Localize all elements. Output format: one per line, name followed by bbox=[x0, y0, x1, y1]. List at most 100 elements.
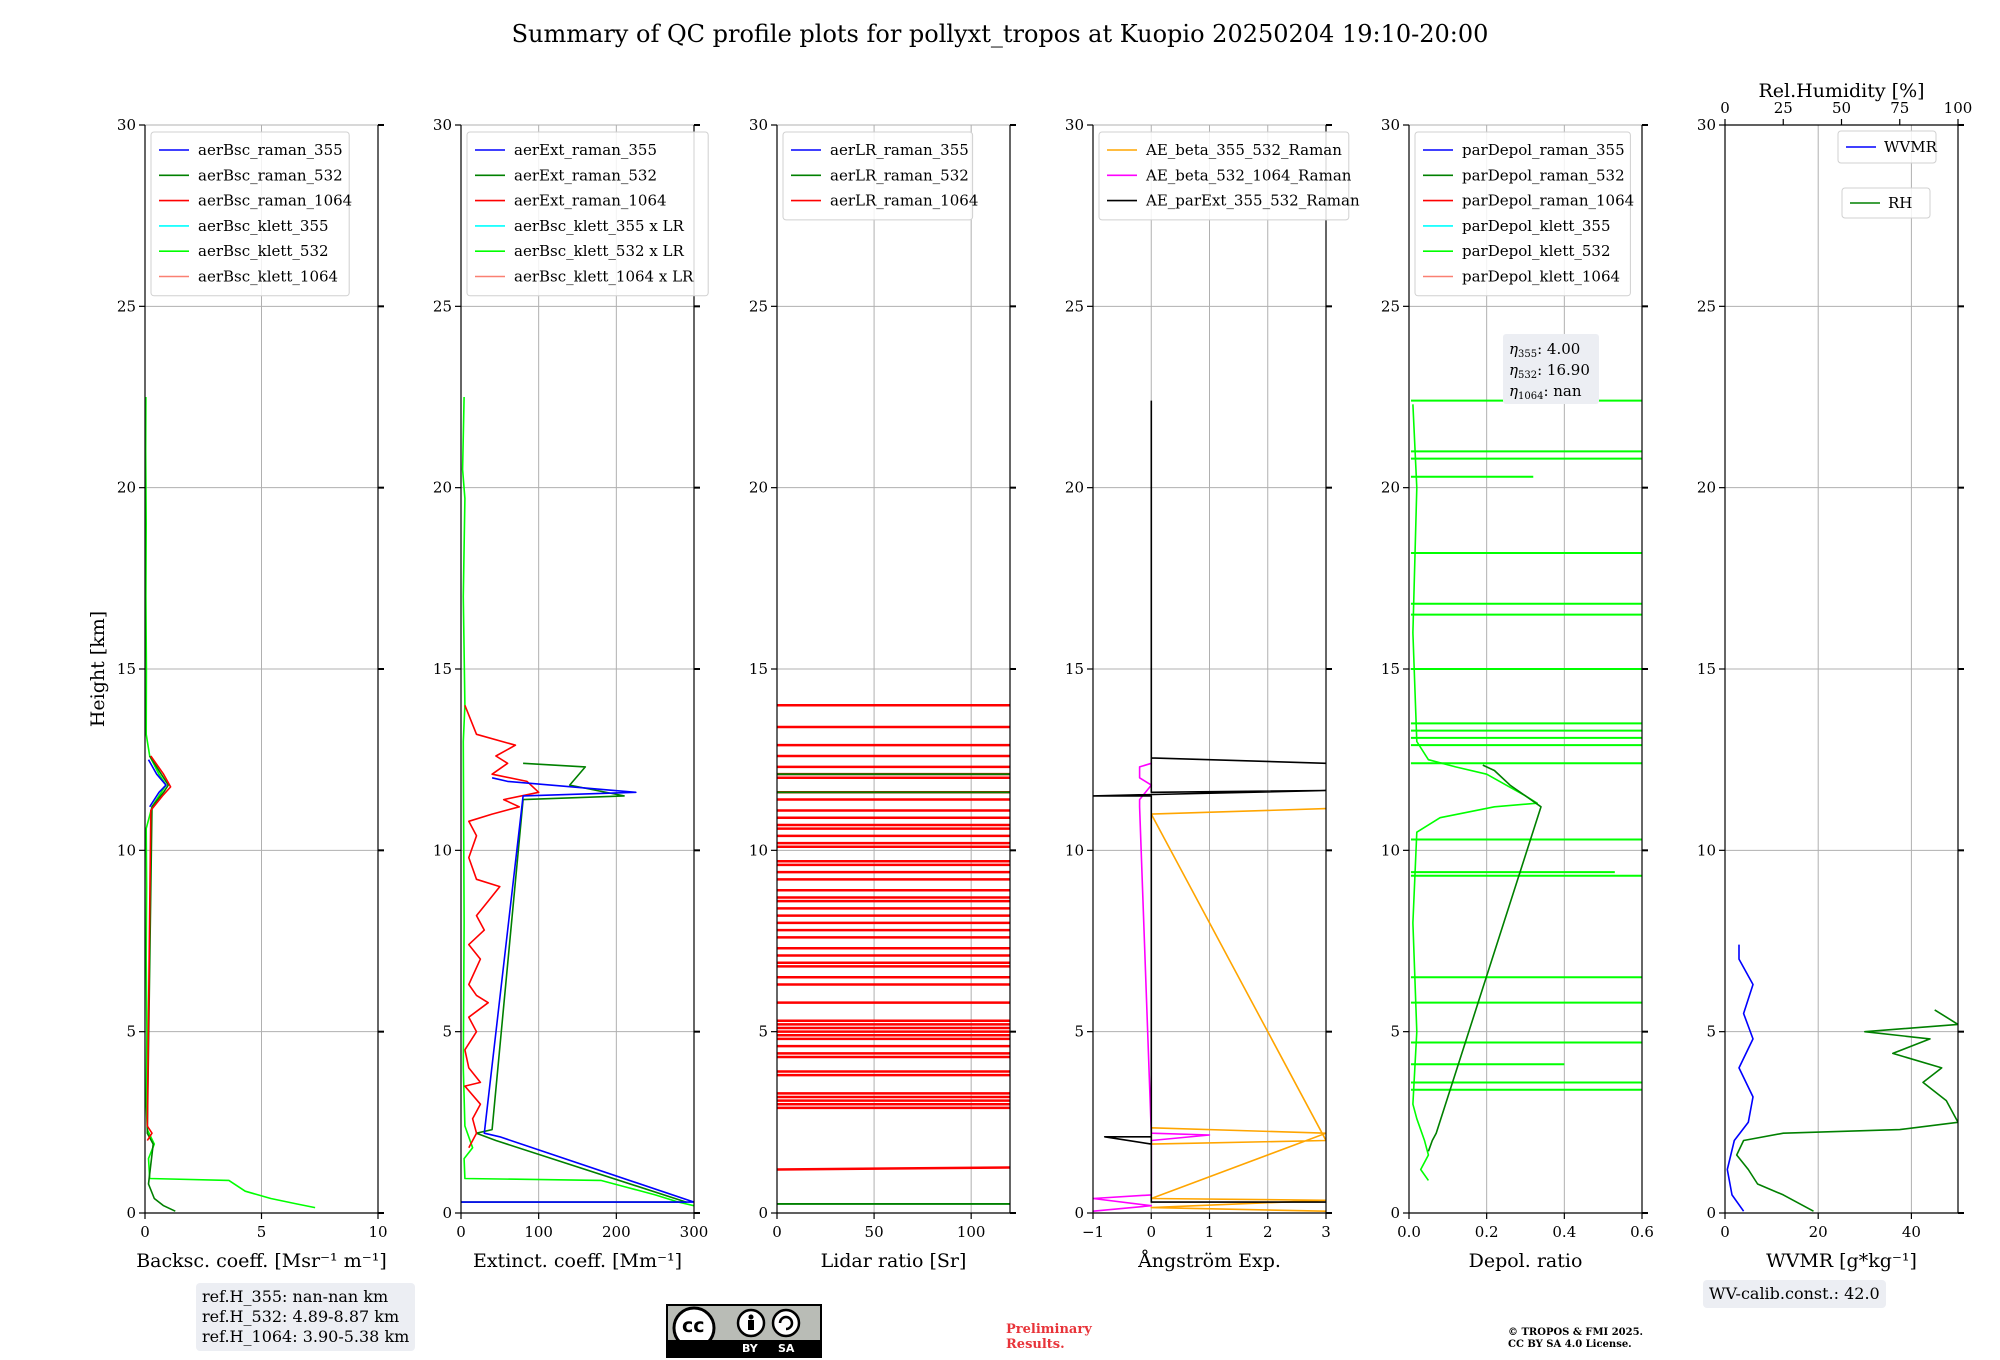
legend-label: aerExt_raman_355 bbox=[514, 141, 657, 159]
x-tick-label: −1 bbox=[1082, 1223, 1104, 1241]
legend-label: aerBsc_raman_532 bbox=[198, 166, 343, 184]
x-axis-label: Ångström Exp. bbox=[1137, 1250, 1281, 1272]
y-tick-label: 0 bbox=[1074, 1204, 1084, 1222]
legend-label: aerBsc_klett_1064 x LR bbox=[514, 268, 694, 286]
y-tick-label: 5 bbox=[126, 1023, 136, 1041]
x-tick-label: 100 bbox=[957, 1223, 986, 1241]
y-tick-label: 25 bbox=[1381, 297, 1400, 315]
x2-tick-label: 50 bbox=[1832, 99, 1851, 117]
x2-tick-label: 75 bbox=[1890, 99, 1909, 117]
y-tick-label: 10 bbox=[749, 841, 768, 859]
ref-h-355: ref.H_355: nan-nan km bbox=[202, 1287, 389, 1306]
series-aerBsc_klett_532 x LR bbox=[461, 396, 694, 1207]
y-tick-label: 25 bbox=[117, 297, 136, 315]
series-aerExt_raman_1064 bbox=[464, 705, 540, 1149]
legend-label: WVMR bbox=[1884, 138, 1938, 156]
legend-label: RH bbox=[1888, 194, 1912, 212]
x-tick-label: 100 bbox=[524, 1223, 553, 1241]
reference-height-box: ref.H_355: nan-nan km ref.H_532: 4.89-8.… bbox=[196, 1283, 416, 1351]
series-group bbox=[1093, 400, 1326, 1212]
y-tick-label: 10 bbox=[117, 841, 136, 859]
series-group bbox=[1410, 399, 1642, 1181]
prelim-line-2: Results. bbox=[1006, 1337, 1065, 1352]
preliminary-results-note: Preliminary Results. bbox=[1006, 1322, 1092, 1352]
series-AE_parExt_355_532_Raman bbox=[1093, 400, 1326, 1203]
x-tick-label: 10 bbox=[368, 1223, 387, 1241]
y-tick-label: 15 bbox=[433, 660, 452, 678]
series-aerBsc_raman_532 bbox=[146, 755, 176, 1212]
legend-label: parDepol_raman_1064 bbox=[1462, 192, 1634, 210]
x-tick-label: 1 bbox=[1205, 1223, 1215, 1241]
legend-label: parDepol_klett_355 bbox=[1462, 217, 1611, 235]
y-tick-label: 20 bbox=[1065, 479, 1084, 497]
series-AE_beta_355_532_Raman bbox=[1150, 807, 1326, 1212]
legend-label: parDepol_raman_532 bbox=[1462, 166, 1625, 184]
panel-lr: 0 5 10 15 20 25 30 0 50 100 Lidar ratio [Sr] aerLR_… bbox=[749, 116, 1016, 1272]
legend-label: parDepol_raman_355 bbox=[1462, 141, 1625, 159]
y-tick-label: 5 bbox=[758, 1023, 768, 1041]
series-aerBsc_klett_532 bbox=[145, 396, 316, 1209]
y-tick-label: 25 bbox=[433, 297, 452, 315]
legend-label: aerBsc_klett_532 x LR bbox=[514, 242, 685, 260]
by-label: BY bbox=[742, 1342, 758, 1355]
series-aerExt_raman_355 bbox=[461, 777, 694, 1203]
y-tick-label: 0 bbox=[1390, 1204, 1400, 1222]
legend-label: aerExt_raman_1064 bbox=[514, 192, 667, 210]
wv-calibration-constant: WV-calib.const.: 42.0 bbox=[1709, 1284, 1880, 1303]
legend-label: aerBsc_raman_355 bbox=[198, 141, 343, 159]
series-aerExt_raman_532 bbox=[461, 762, 688, 1203]
eta-label: η355: 4.00 bbox=[1509, 340, 1580, 360]
y-tick-label: 0 bbox=[126, 1204, 136, 1222]
x-tick-label: 0 bbox=[772, 1223, 782, 1241]
y-tick-label: 20 bbox=[1697, 479, 1716, 497]
sa-label: SA bbox=[778, 1342, 795, 1355]
y-tick-label: 0 bbox=[1706, 1204, 1716, 1222]
y-axis-label: Height [km] bbox=[87, 611, 109, 727]
legend-box bbox=[1837, 130, 1937, 164]
x-tick-label: 300 bbox=[680, 1223, 709, 1241]
y-tick-label: 30 bbox=[749, 116, 768, 134]
cc-by-sa-license-badge[interactable]: cc BY SA bbox=[666, 1304, 822, 1358]
x-tick-label: 0 bbox=[456, 1223, 466, 1241]
y-tick-label: 15 bbox=[117, 660, 136, 678]
x2-tick-label: 100 bbox=[1944, 99, 1973, 117]
eta-label: η532: 16.90 bbox=[1509, 361, 1590, 381]
y-tick-label: 30 bbox=[1065, 116, 1084, 134]
y-tick-label: 30 bbox=[1381, 116, 1400, 134]
y-tick-label: 5 bbox=[1390, 1023, 1400, 1041]
series-group bbox=[461, 396, 694, 1207]
prelim-line-1: Preliminary bbox=[1006, 1322, 1092, 1337]
y-tick-label: 20 bbox=[1381, 479, 1400, 497]
x-tick-label: 3 bbox=[1321, 1223, 1331, 1241]
x-axis-label: Depol. ratio bbox=[1469, 1250, 1583, 1272]
copyright-note: © TROPOS & FMI 2025. CC BY SA 4.0 Licens… bbox=[1508, 1327, 1643, 1351]
y-tick-label: 30 bbox=[433, 116, 452, 134]
x-tick-label: 0 bbox=[140, 1223, 150, 1241]
x-tick-label: 0 bbox=[1720, 1223, 1730, 1241]
legend-label: AE_beta_532_1064_Raman bbox=[1145, 166, 1352, 184]
legend-box bbox=[1841, 187, 1931, 219]
eta-box bbox=[1503, 334, 1599, 404]
y-tick-label: 0 bbox=[442, 1204, 452, 1222]
y-tick-label: 10 bbox=[433, 841, 452, 859]
x-tick-label: 0.6 bbox=[1630, 1223, 1654, 1241]
legend-label: aerLR_raman_532 bbox=[830, 166, 969, 184]
y-tick-label: 20 bbox=[117, 479, 136, 497]
x-tick-label: 0.4 bbox=[1552, 1223, 1576, 1241]
x2-axis-label: Rel.Humidity [%] bbox=[1758, 80, 1924, 102]
series-aerBsc_raman_1064 bbox=[146, 755, 172, 1141]
x-tick-label: 50 bbox=[865, 1223, 884, 1241]
x-tick-label: 0.0 bbox=[1397, 1223, 1421, 1241]
x-tick-label: 40 bbox=[1902, 1223, 1921, 1241]
eta-label: η1064: nan bbox=[1509, 382, 1582, 402]
legend-box bbox=[1098, 131, 1350, 221]
legend-label: AE_beta_355_532_Raman bbox=[1145, 141, 1342, 159]
y-tick-label: 5 bbox=[442, 1023, 452, 1041]
legend-label: aerExt_raman_532 bbox=[514, 166, 657, 184]
cc-text: cc bbox=[682, 1315, 705, 1337]
y-tick-label: 25 bbox=[1697, 297, 1716, 315]
y-tick-label: 15 bbox=[1065, 660, 1084, 678]
legend-label: aerBsc_klett_532 bbox=[198, 242, 329, 260]
y-tick-label: 15 bbox=[1697, 660, 1716, 678]
